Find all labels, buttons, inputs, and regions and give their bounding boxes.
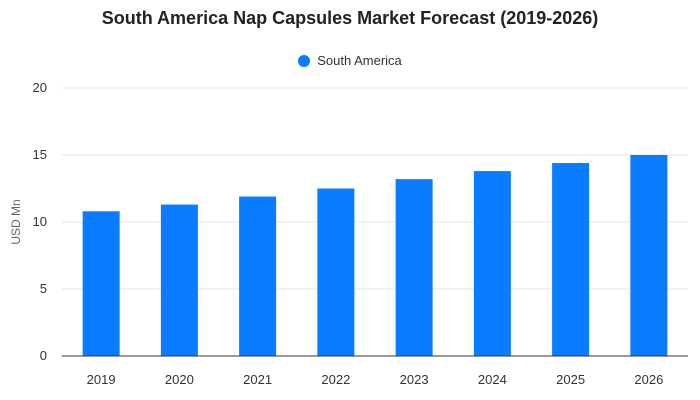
x-tick-label: 2025 <box>556 372 585 387</box>
gridlines <box>62 87 688 290</box>
bar-2019 <box>82 211 120 356</box>
y-axis-label: USD Mn <box>9 199 23 244</box>
legend-swatch <box>298 54 311 67</box>
legend-label: South America <box>317 53 402 68</box>
bars <box>82 155 668 356</box>
y-tick-label: 0 <box>40 348 47 363</box>
y-tick-label: 5 <box>40 281 47 296</box>
x-tick-label: 2023 <box>400 372 429 387</box>
x-tick-label: 2021 <box>243 372 272 387</box>
x-tick-label: 2022 <box>321 372 350 387</box>
bar-2021 <box>239 196 277 356</box>
axes: 0 5 10 15 20 2019 2020 2021 2022 2023 2024 2025 2026 <box>33 80 688 387</box>
bar-2022 <box>317 188 355 356</box>
x-tick-label: 2024 <box>478 372 507 387</box>
bar-2024 <box>473 171 511 356</box>
x-tick-label: 2026 <box>634 372 663 387</box>
bar-2026 <box>630 155 668 356</box>
x-tick-label: 2019 <box>87 372 116 387</box>
y-tick-label: 15 <box>33 147 47 162</box>
y-tick-label: 10 <box>33 214 47 229</box>
x-tick-label: 2020 <box>165 372 194 387</box>
bar-2025 <box>552 163 590 356</box>
bar-2023 <box>395 179 433 356</box>
chart-title: South America Nap Capsules Market Foreca… <box>101 8 599 28</box>
bar-2020 <box>160 204 198 356</box>
y-tick-label: 20 <box>33 80 47 95</box>
legend: South America <box>0 53 700 68</box>
